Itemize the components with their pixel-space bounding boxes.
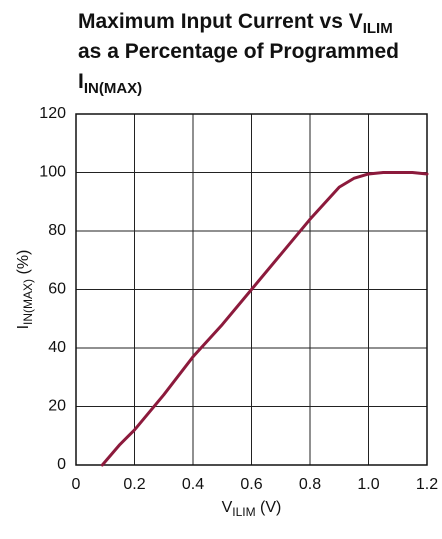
chart-title-sub: IN(MAX) [84,80,142,97]
y-tick-label: 20 [48,398,66,415]
y-axis-label-sub: IN(MAX) [21,279,35,325]
data-line [100,171,429,467]
x-axis-label-after: (V) [256,499,282,516]
x-axis-label-sub: ILIM [232,505,255,519]
y-axis-label-text: I [15,325,32,329]
chart-title: Maximum Input Current vs VILIM [78,10,393,37]
chart-title-sub: ILIM [363,20,393,37]
x-axis-label-text: V [222,499,233,516]
x-tick-label: 0.4 [182,476,204,493]
y-axis-label: IIN(MAX) (%) [15,250,35,330]
y-tick-label: 0 [57,456,66,473]
chart-title: IIN(MAX) [78,70,142,97]
plot-frame [75,113,428,466]
y-tick-label: 80 [48,222,66,239]
y-tick-label: 100 [39,164,66,181]
x-tick-label: 1.2 [416,476,438,493]
x-tick-label: 0.6 [240,476,262,493]
chart-title-text: Maximum Input Current vs V [78,10,363,33]
x-tick-label: 0 [72,476,81,493]
chart-title-text: as a Percentage of Programmed [78,40,399,63]
y-tick-label: 60 [48,281,66,298]
y-tick-label: 40 [48,339,66,356]
x-tick-label: 0.2 [123,476,145,493]
x-tick-label: 0.8 [299,476,321,493]
chart-title: as a Percentage of Programmed [78,40,399,63]
x-tick-label: 1.0 [357,476,379,493]
y-tick-label: 120 [39,105,66,122]
chart-title-text: I [78,70,84,93]
y-axis-label-after: (%) [15,250,32,279]
x-axis-label: VILIM (V) [222,499,282,519]
